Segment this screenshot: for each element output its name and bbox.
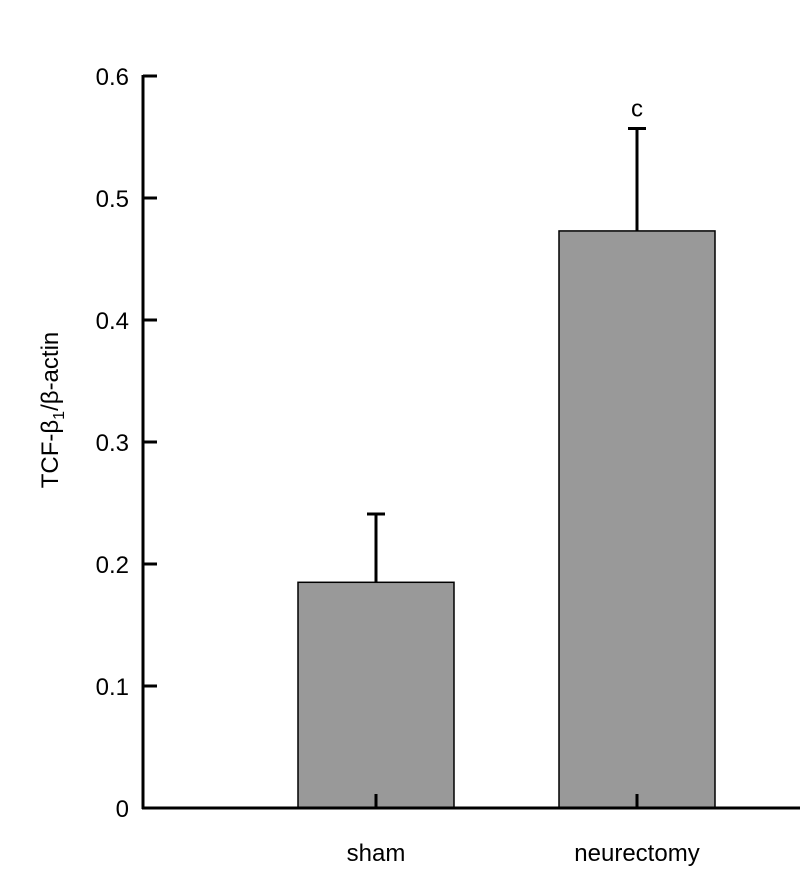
annotations: c — [631, 95, 643, 122]
significance-annotation: c — [631, 95, 643, 122]
y-tick-label: 0.6 — [96, 64, 129, 91]
y-tick-label: 0.1 — [96, 674, 129, 701]
y-tick-label: 0 — [116, 796, 129, 823]
x-category-label: sham — [347, 840, 406, 867]
x-category-label: neurectomy — [574, 840, 699, 867]
y-ticks: 0 0.1 0.2 0.3 0.4 0.5 0.6 — [96, 64, 157, 823]
y-axis-label-main: TCF-β — [37, 420, 64, 488]
y-axis-label-rest: /β-actin — [37, 332, 64, 411]
bars-layer — [297, 230, 716, 809]
y-tick-label: 0.5 — [96, 186, 129, 213]
y-tick-label: 0.2 — [96, 552, 129, 579]
y-axis-label: TCF-β1/β-actin — [37, 332, 68, 489]
x-category-labels: sham neurectomy — [347, 840, 700, 867]
y-tick-label: 0.3 — [96, 430, 129, 457]
y-tick-label: 0.4 — [96, 308, 129, 335]
bar-neurectomy — [558, 230, 716, 809]
bar-sham — [297, 581, 455, 809]
y-axis-label-subscript: 1 — [51, 411, 68, 420]
error-bars-layer — [367, 126, 646, 808]
